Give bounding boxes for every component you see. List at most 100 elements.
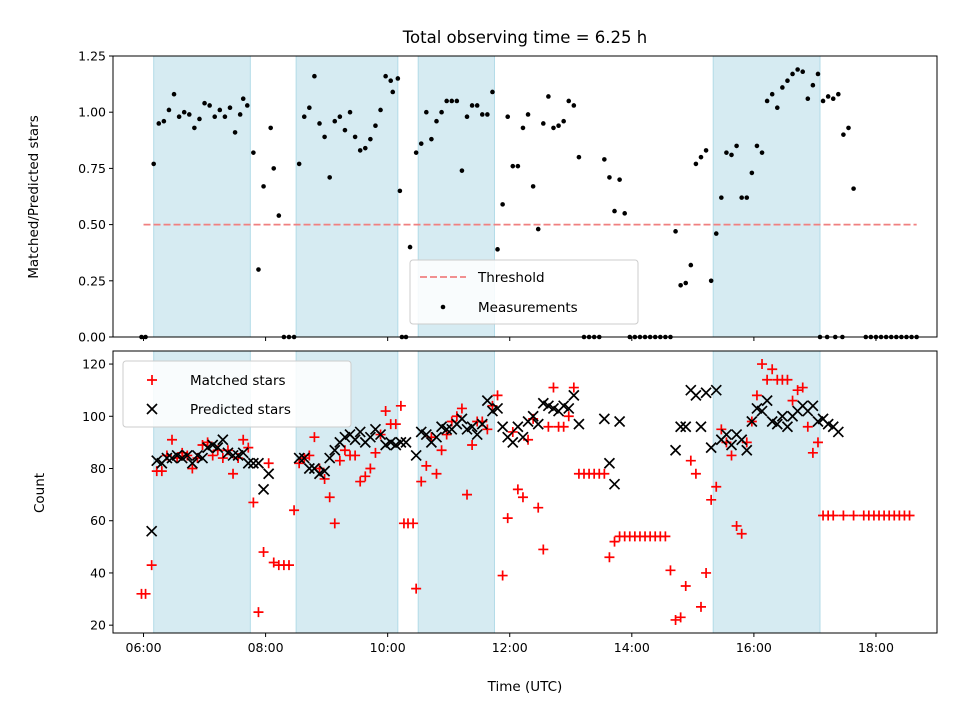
predicted-star-point [441, 423, 453, 435]
matched-star-point [792, 385, 803, 396]
measurement-point [186, 112, 192, 117]
matched-star-point [482, 424, 493, 435]
matched-star-point [568, 382, 579, 393]
measurement-point [612, 208, 617, 214]
matched-star-point [350, 450, 361, 461]
measurement-point [347, 109, 353, 115]
measurement-point [181, 109, 187, 115]
measurement-point [602, 157, 607, 162]
y-tick-label: 1.00 [78, 105, 106, 120]
predicted-star-point [695, 421, 707, 433]
measurement-point [713, 231, 719, 236]
measurement-point [479, 112, 485, 117]
measurement-point [571, 103, 577, 108]
predicted-star-point [217, 434, 229, 446]
predicted-star-point [247, 457, 259, 469]
measurement-point [368, 136, 373, 142]
predicted-star-point [196, 452, 209, 464]
predicted-star-point [186, 457, 198, 469]
y-tick-label: 60 [90, 513, 106, 528]
predicted-star-point [741, 444, 753, 456]
matched-star-point [828, 510, 839, 521]
measurement-point [237, 112, 243, 117]
matched-star-point [380, 406, 391, 417]
predicted-star-point [374, 428, 387, 441]
measurement-point [296, 161, 302, 167]
x-tick-label: 14:00 [614, 640, 650, 655]
matched-star-point [665, 565, 676, 576]
measurement-point [251, 150, 256, 155]
measurement-point [546, 94, 551, 99]
measurement-point [337, 114, 343, 119]
predicted-star-point [781, 421, 794, 433]
measurement-point [754, 143, 760, 149]
measurement-point [490, 89, 495, 95]
matched-star-point [492, 390, 503, 401]
matched-star-point [558, 421, 569, 432]
predicted-star-point [608, 478, 621, 490]
measurement-point [413, 150, 419, 155]
measurement-point [805, 96, 811, 102]
legend-measurements-label: Measurements [478, 300, 578, 316]
measurement-point [622, 211, 627, 216]
x-tick-label: 12:00 [492, 640, 528, 655]
predicted-star-point [227, 449, 239, 462]
measurement-point [444, 98, 449, 104]
predicted-star-point [532, 418, 544, 430]
y-tick-label: 1.25 [78, 49, 106, 64]
measurement-point [744, 195, 750, 200]
predicted-star-point [456, 413, 468, 425]
measurement-point [795, 67, 800, 72]
predicted-star-point [420, 428, 432, 441]
matched-star-point [289, 505, 300, 516]
measurement-point [388, 78, 394, 84]
legend: Threshold Measurements [409, 259, 639, 325]
x-tick-label: 10:00 [370, 640, 406, 655]
predicted-star-point [410, 449, 422, 462]
matched-star-point [787, 395, 798, 406]
measurement-point [449, 98, 455, 104]
measurement-point [749, 170, 755, 176]
measurement-point [390, 89, 396, 95]
predicted-star-point [700, 387, 712, 399]
predicted-star-point [303, 462, 315, 475]
predicted-star-point [756, 405, 768, 417]
matched-star-point [731, 520, 742, 531]
matched-star-point [258, 547, 269, 558]
measurement-point [510, 163, 516, 169]
matched-star-point [767, 364, 778, 375]
measurement-point [434, 118, 439, 124]
measurement-point [192, 125, 197, 131]
matched-star-point [436, 445, 447, 456]
measurement-point [357, 148, 363, 153]
measurement-point [830, 96, 836, 102]
shaded-interval [712, 350, 821, 634]
measurement-point [520, 125, 526, 131]
measurement-point [607, 175, 612, 180]
measurement-point [301, 114, 307, 119]
matched-star-point [812, 437, 823, 448]
matched-star-point [838, 510, 849, 521]
predicted-star-point [512, 421, 524, 433]
measurement-point [800, 69, 806, 75]
matched-star-point [324, 492, 335, 503]
matched-star-point [238, 434, 249, 445]
measurement-point [719, 195, 724, 200]
matched-star-point [762, 374, 773, 385]
measurement-point [469, 103, 475, 108]
matched-star-point [294, 458, 305, 469]
matched-star-point [685, 455, 696, 466]
legend-measurements-swatch [440, 304, 446, 310]
measurement-point [327, 175, 332, 180]
matched-star-point [421, 460, 432, 471]
measurement-point [525, 112, 531, 117]
predicted-star-point [491, 402, 504, 415]
predicted-star-point [776, 410, 788, 422]
measurement-point [841, 132, 846, 137]
measurement-point [759, 150, 765, 155]
measurement-point [397, 188, 403, 194]
measurement-point [739, 195, 744, 200]
matched-star-point [370, 447, 381, 458]
measurement-point [322, 134, 327, 140]
predicted-star-point [430, 431, 443, 443]
